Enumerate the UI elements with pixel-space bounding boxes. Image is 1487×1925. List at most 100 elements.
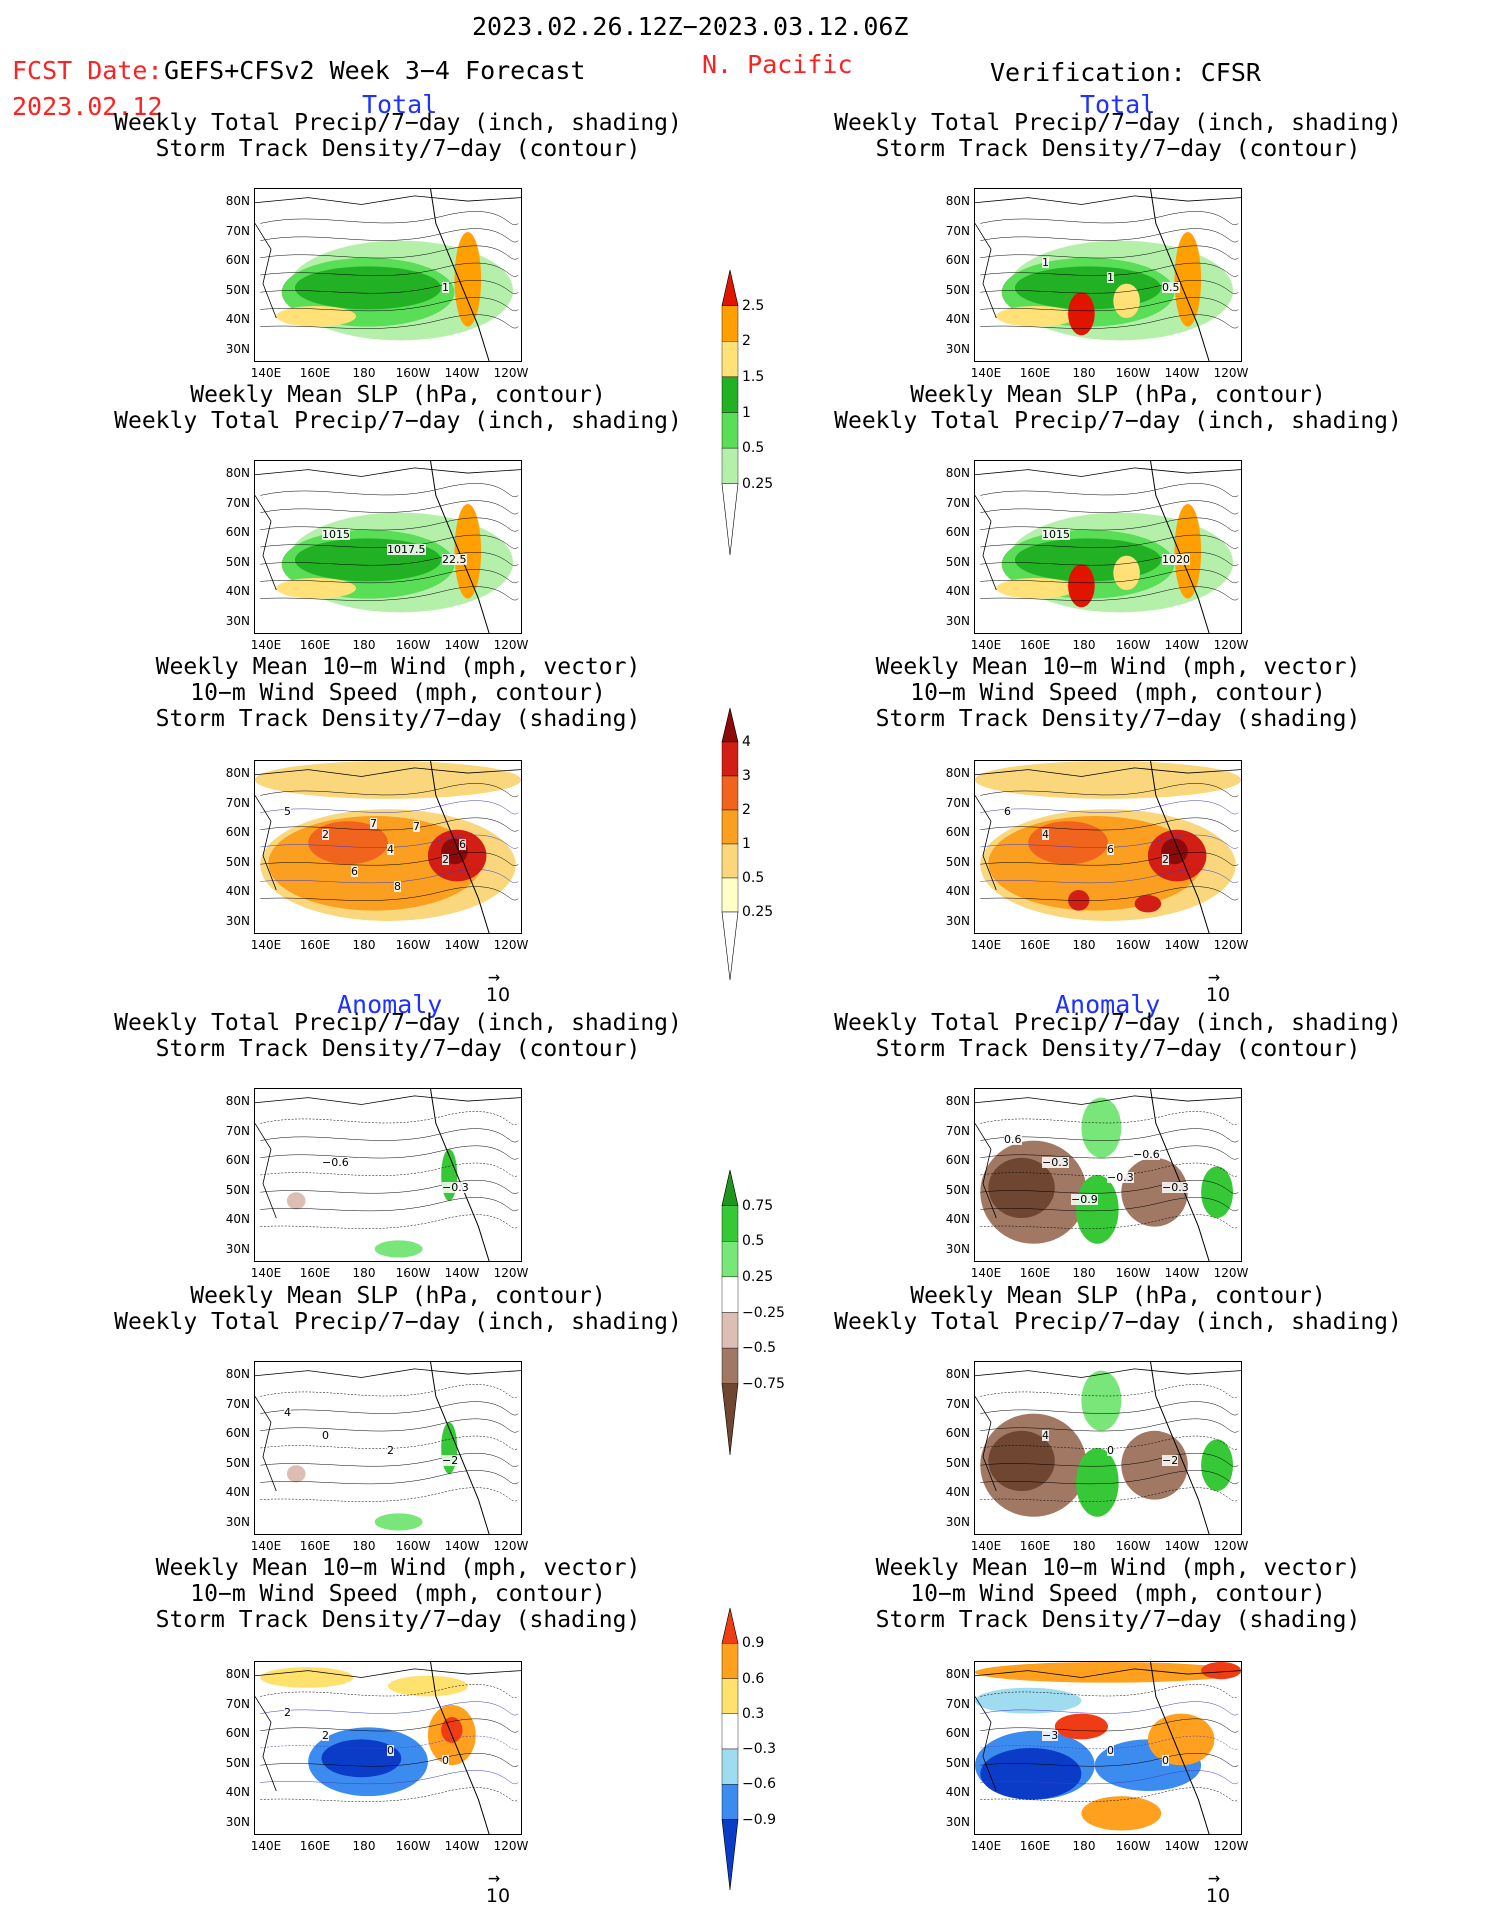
- lat-tick-obs-1-2: 60N: [945, 525, 970, 539]
- lon-tick-fc-1-3: 160W: [395, 638, 431, 652]
- contour-obs-0-3: [980, 263, 1238, 276]
- map-obs-1: 1020 1015: [974, 460, 1242, 634]
- lon-tick-obs-2-4: 140W: [1164, 938, 1200, 952]
- lat-tick-obs-1-0: 80N: [945, 466, 970, 480]
- lat-tick-obs-4-0: 80N: [945, 1367, 970, 1381]
- lat-tick-fc-3-2: 60N: [225, 1153, 250, 1167]
- contour-obs-3-3: [980, 1163, 1238, 1176]
- colorbar-label-track_anom-1: 0.6: [742, 1670, 765, 1687]
- shade-blob-fc-1-4: [454, 504, 482, 599]
- contour-label-fc-2-2: 4: [387, 843, 394, 856]
- lon-tick-obs-2-1: 160E: [1019, 938, 1051, 952]
- lat-tick-obs-4-1: 70N: [945, 1396, 970, 1411]
- coastline-na-obs-5: [1151, 1662, 1210, 1834]
- contour-fc-1-0: [260, 483, 518, 496]
- contour-obs-2-2: [980, 818, 1238, 831]
- map-obs-5: 0 −3 0: [974, 1661, 1242, 1835]
- shade-blob-fc-0-4: [454, 232, 482, 327]
- colorbar-label-track_anom-0: 0.9: [742, 1635, 765, 1652]
- lat-tick-fc-2-3: 50N: [225, 854, 250, 869]
- lat-tick-obs-3-4: 40N: [945, 1212, 970, 1226]
- contour-obs-3-5: [980, 1197, 1238, 1210]
- coastline-asia-obs-5: [975, 1696, 996, 1791]
- contour-fc-2-4: [260, 852, 518, 865]
- contour-obs-2-5: [980, 869, 1238, 882]
- contour-obs-5-3: [980, 1736, 1238, 1749]
- contour-fc-4-0: [260, 1384, 518, 1397]
- lon-tick-fc-3-0: 140E: [250, 1266, 282, 1280]
- shade-blob-obs-5-2: [975, 1687, 1082, 1714]
- lat-tick-obs-4-4: 40N: [945, 1485, 970, 1499]
- contour-obs-4-4: [980, 1453, 1238, 1466]
- contour-fc-1-4: [260, 552, 518, 565]
- colorbar-precip_anom-seg-2: [721, 1276, 739, 1313]
- lat-tick-fc-1-5: 30N: [225, 613, 250, 628]
- lon-tick-fc-0-2: 180: [352, 366, 376, 380]
- map-fc-1: 22.5 1015 1017.5: [254, 460, 522, 634]
- contour-label-fc-2-5: 7: [413, 820, 420, 833]
- contour-label-fc-0-0: 1: [442, 281, 449, 294]
- shade-blob-obs-1-4: [1174, 504, 1202, 599]
- contour-obs-0-4: [980, 280, 1238, 293]
- contour-fc-2-3: [260, 835, 518, 848]
- contour-fc-0-5: [260, 297, 518, 310]
- lon-tick-fc-4-5: 120W: [493, 1539, 529, 1553]
- lon-tick-fc-0-0: 140E: [250, 366, 282, 380]
- colorbar-precip_total-seg-3: [721, 412, 739, 449]
- lon-tick-fc-4-3: 160W: [395, 1539, 431, 1553]
- lon-tick-fc-1-2: 180: [352, 638, 376, 652]
- contour-label-obs-3-4: −0.9: [1071, 1193, 1098, 1206]
- coastline-arctic-obs-5: [975, 1669, 1241, 1678]
- lat-tick-obs-5-3: 50N: [945, 1755, 970, 1770]
- lon-tick-fc-1-5: 120W: [493, 638, 529, 652]
- contour-obs-1-3: [980, 535, 1238, 548]
- contour-fc-3-4: [260, 1180, 518, 1193]
- panel-title-obs-1-1: Weekly Total Precip/7−day (inch, shading…: [834, 408, 1402, 434]
- shade-blob-obs-5-6: [1054, 1713, 1108, 1740]
- lat-tick-obs-2-4: 40N: [945, 884, 970, 898]
- colorbar-precip_anom-seg-1: [721, 1241, 739, 1278]
- shade-blob-obs-4-3: [1081, 1370, 1122, 1431]
- colorbar-track_total-top: [721, 707, 739, 743]
- lon-tick-fc-0-5: 120W: [493, 366, 529, 380]
- contour-label-fc-2-7: 6: [459, 838, 466, 851]
- lat-tick-obs-0-4: 40N: [945, 312, 970, 326]
- lat-tick-obs-5-1: 70N: [945, 1696, 970, 1711]
- contour-label-obs-5-1: −3: [1042, 1729, 1059, 1742]
- panel-title-obs-1-0: Weekly Mean SLP (hPa, contour): [910, 382, 1326, 408]
- shade-blob-fc-4-2: [374, 1513, 423, 1531]
- contour-obs-4-3: [980, 1436, 1238, 1449]
- lat-tick-fc-4-4: 40N: [225, 1485, 250, 1499]
- colorbar-precip_total-seg-0: [721, 305, 739, 342]
- panel-title-fc-5-0: Weekly Mean 10−m Wind (mph, vector): [155, 1555, 641, 1581]
- lon-tick-fc-0-4: 140W: [444, 366, 480, 380]
- contour-label-obs-3-2: −0.3: [1107, 1171, 1134, 1184]
- lon-tick-obs-2-2: 180: [1072, 938, 1096, 952]
- lat-tick-fc-5-4: 40N: [225, 1785, 250, 1799]
- panel-title-obs-0-0: Weekly Total Precip/7−day (inch, shading…: [834, 110, 1402, 136]
- lat-tick-fc-2-5: 30N: [225, 913, 250, 928]
- panel-title-fc-1-0: Weekly Mean SLP (hPa, contour): [190, 382, 606, 408]
- lat-tick-obs-3-3: 50N: [945, 1182, 970, 1197]
- panel-title-fc-2-1: 10−m Wind Speed (mph, contour): [190, 680, 606, 706]
- contour-label-fc-1-0: 22.5: [442, 553, 467, 566]
- lon-tick-obs-0-2: 180: [1072, 366, 1096, 380]
- panel-title-fc-3-1: Storm Track Density/7−day (contour): [155, 1036, 641, 1062]
- lon-tick-fc-4-1: 160E: [299, 1539, 331, 1553]
- contour-label-fc-5-0: 0: [442, 1754, 449, 1767]
- contour-label-fc-5-3: 2: [284, 1706, 291, 1719]
- lat-tick-obs-2-1: 70N: [945, 795, 970, 810]
- contour-obs-5-0: [980, 1684, 1238, 1697]
- contour-label-obs-0-0: 0.5: [1162, 281, 1180, 294]
- lat-tick-fc-0-3: 50N: [225, 282, 250, 297]
- colorbar-track_total-bottom: [721, 911, 739, 981]
- shade-blob-obs-1-5: [1068, 564, 1095, 608]
- contour-fc-5-3: [260, 1736, 518, 1749]
- contour-label-obs-2-0: 2: [1162, 853, 1169, 866]
- lon-tick-fc-5-4: 140W: [444, 1839, 480, 1853]
- colorbar-precip_anom-seg-3: [721, 1312, 739, 1349]
- contour-obs-0-6: [980, 315, 1238, 329]
- lon-tick-obs-1-4: 140W: [1164, 638, 1200, 652]
- lat-tick-obs-1-4: 40N: [945, 584, 970, 598]
- contour-obs-0-0: [980, 211, 1238, 224]
